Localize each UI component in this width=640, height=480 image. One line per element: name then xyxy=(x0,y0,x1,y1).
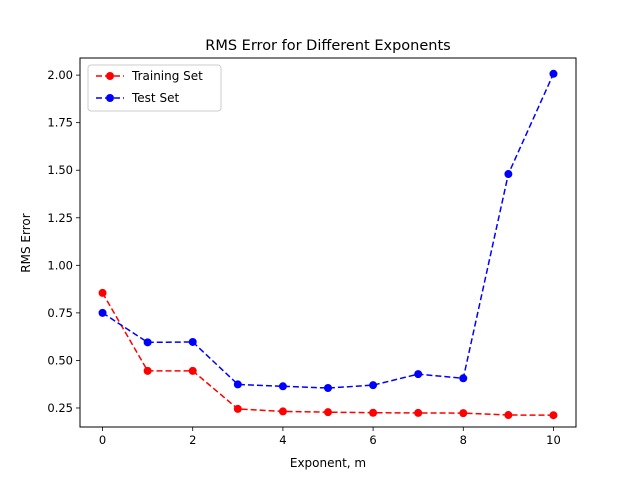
data-point xyxy=(98,308,107,317)
y-tick-label: 1.75 xyxy=(47,116,73,130)
plot-area xyxy=(79,57,577,428)
x-tick-label: 10 xyxy=(546,433,561,447)
legend-swatch-marker xyxy=(106,94,114,102)
legend-box xyxy=(87,64,222,112)
x-tick-label: 8 xyxy=(460,433,467,447)
data-point xyxy=(549,69,558,78)
data-point xyxy=(143,338,152,347)
y-axis: 0.25 0.50 0.75 1.00 1.25 1.50 1.75 2.00 xyxy=(47,68,80,415)
y-tick-label: 1.25 xyxy=(47,211,73,225)
data-point xyxy=(414,408,423,417)
data-point xyxy=(459,409,468,418)
x-tick-label: 0 xyxy=(99,433,106,447)
series-layer xyxy=(98,69,558,420)
data-point xyxy=(188,337,197,346)
x-tick-label: 2 xyxy=(189,433,196,447)
legend-item: Training Set xyxy=(96,69,203,83)
legend-swatch-marker xyxy=(106,72,114,80)
legend: Training Set Test Set xyxy=(87,64,222,112)
data-point xyxy=(369,408,378,417)
series-line xyxy=(101,292,554,416)
legend-item: Test Set xyxy=(96,91,179,105)
data-point xyxy=(504,170,513,179)
data-point xyxy=(98,288,107,297)
plot-frame xyxy=(79,57,577,428)
data-point xyxy=(414,370,423,379)
series-test-set xyxy=(98,69,558,393)
data-point xyxy=(143,366,152,375)
y-tick-label: 0.25 xyxy=(47,401,73,415)
data-point xyxy=(324,408,332,417)
data-point xyxy=(369,381,378,390)
x-tick-label: 4 xyxy=(279,433,286,447)
y-axis-label: RMS Error xyxy=(19,213,33,272)
series-training-set xyxy=(98,288,558,420)
y-tick-label: 2.00 xyxy=(47,68,73,82)
data-point xyxy=(504,411,513,420)
x-axis-label: Exponent, m xyxy=(290,456,366,470)
x-axis: 0 2 4 6 8 10 xyxy=(99,427,561,447)
chart-title: RMS Error for Different Exponents xyxy=(205,38,450,54)
data-point xyxy=(549,411,558,420)
data-point xyxy=(233,404,242,413)
data-point xyxy=(324,384,332,393)
data-point xyxy=(278,407,287,416)
y-tick-label: 0.75 xyxy=(47,306,73,320)
y-tick-label: 1.00 xyxy=(47,258,73,272)
series-line xyxy=(102,73,555,389)
data-point xyxy=(278,382,287,391)
data-point xyxy=(459,374,468,383)
y-tick-label: 1.50 xyxy=(47,163,73,177)
y-tick-label: 0.50 xyxy=(47,353,73,367)
legend-label: Training Set xyxy=(131,69,203,83)
data-point xyxy=(233,380,242,389)
x-tick-label: 6 xyxy=(369,433,376,447)
legend-label: Test Set xyxy=(131,91,179,105)
data-point xyxy=(188,366,197,375)
